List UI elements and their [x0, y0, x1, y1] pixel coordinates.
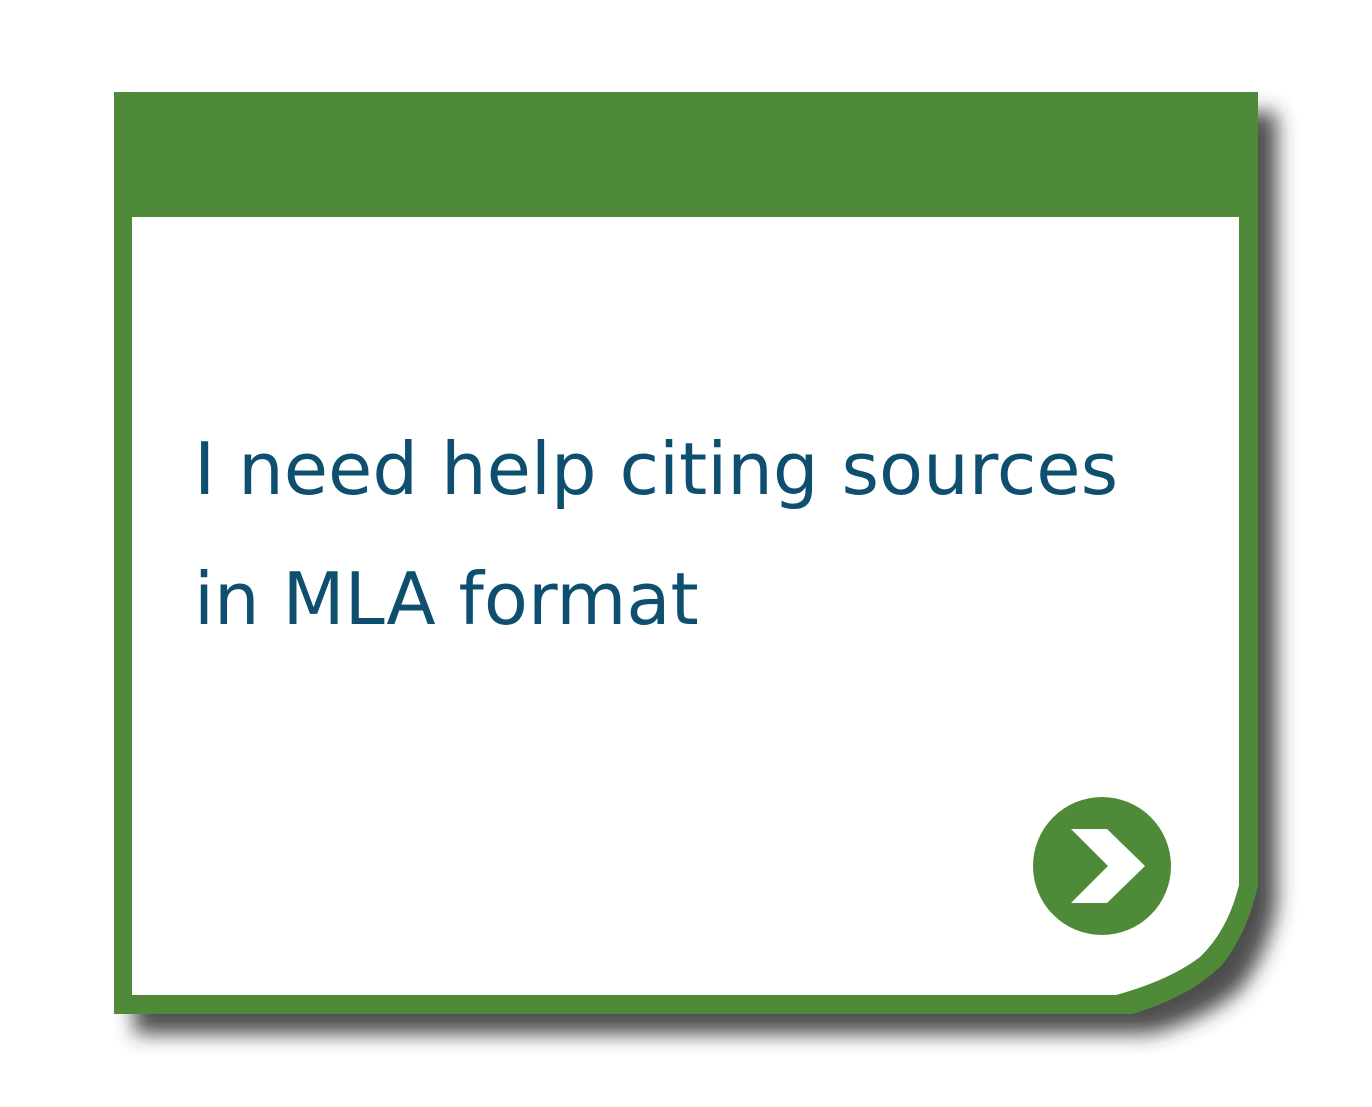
chevron-right-icon [1033, 797, 1171, 935]
help-message-line-2: in MLA format [194, 557, 699, 641]
card-inner-panel [132, 217, 1239, 995]
help-message: I need help citing sources in MLA format [194, 404, 1194, 664]
help-message-line-1: I need help citing sources [194, 427, 1119, 511]
next-button[interactable] [1033, 797, 1171, 935]
